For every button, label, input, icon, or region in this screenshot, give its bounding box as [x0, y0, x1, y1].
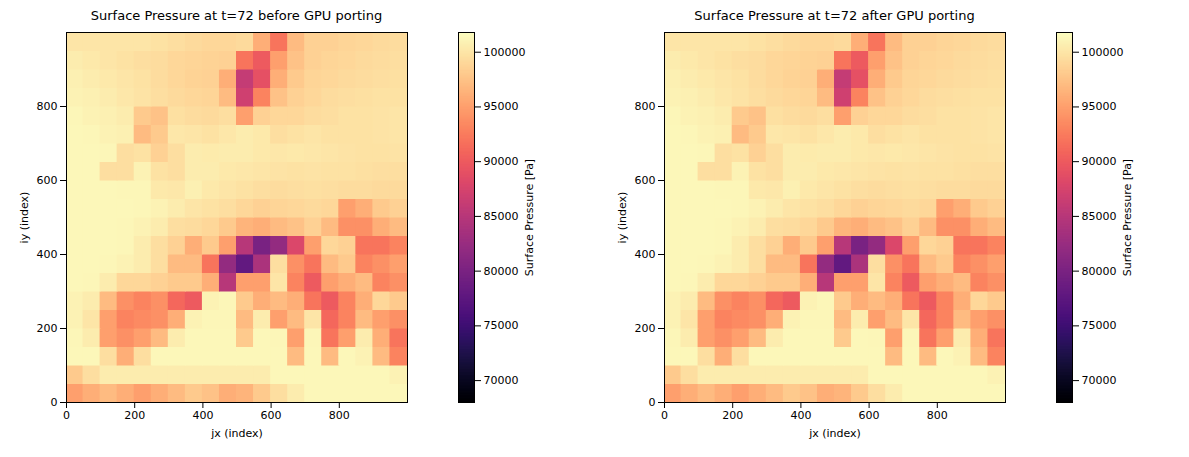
svg-text:0: 0	[649, 396, 656, 409]
svg-text:400: 400	[790, 409, 811, 422]
svg-text:0: 0	[661, 409, 668, 422]
svg-text:100000: 100000	[1082, 46, 1124, 59]
svg-text:400: 400	[635, 248, 656, 261]
svg-text:800: 800	[329, 409, 350, 422]
svg-text:200: 200	[635, 322, 656, 335]
svg-text:800: 800	[635, 100, 656, 113]
svg-text:iy (index): iy (index)	[18, 192, 31, 244]
svg-text:Surface Pressure [Pa]: Surface Pressure [Pa]	[523, 159, 536, 276]
svg-text:Surface Pressure [Pa]: Surface Pressure [Pa]	[1121, 159, 1134, 276]
svg-text:95000: 95000	[1082, 100, 1117, 113]
svg-text:70000: 70000	[1082, 374, 1117, 387]
svg-text:100000: 100000	[484, 46, 526, 59]
svg-text:80000: 80000	[484, 265, 519, 278]
svg-text:70000: 70000	[484, 374, 519, 387]
svg-text:jx (index): jx (index)	[808, 427, 861, 440]
svg-text:200: 200	[124, 409, 145, 422]
svg-text:200: 200	[37, 322, 58, 335]
svg-text:200: 200	[722, 409, 743, 422]
svg-text:85000: 85000	[1082, 210, 1117, 223]
svg-text:0: 0	[51, 396, 58, 409]
svg-text:400: 400	[37, 248, 58, 261]
svg-text:400: 400	[192, 409, 213, 422]
svg-text:95000: 95000	[484, 100, 519, 113]
svg-text:jx (index): jx (index)	[210, 427, 263, 440]
svg-text:90000: 90000	[1082, 155, 1117, 168]
svg-text:75000: 75000	[1082, 319, 1117, 332]
svg-text:iy (index): iy (index)	[616, 192, 629, 244]
svg-text:80000: 80000	[1082, 265, 1117, 278]
svg-text:800: 800	[927, 409, 948, 422]
svg-text:0: 0	[63, 409, 70, 422]
html-text:Surface Pressure at t=72 after: Surface Pressure at t=72 after GPU porti…	[694, 8, 975, 23]
svg-text:800: 800	[37, 100, 58, 113]
svg-text:600: 600	[37, 174, 58, 187]
svg-text:90000: 90000	[484, 155, 519, 168]
svg-text:85000: 85000	[484, 210, 519, 223]
html-text:Surface Pressure at t=72 befor: Surface Pressure at t=72 before GPU port…	[90, 8, 383, 23]
svg-text:600: 600	[859, 409, 880, 422]
svg-text:600: 600	[261, 409, 282, 422]
svg-text:600: 600	[635, 174, 656, 187]
svg-text:75000: 75000	[484, 319, 519, 332]
